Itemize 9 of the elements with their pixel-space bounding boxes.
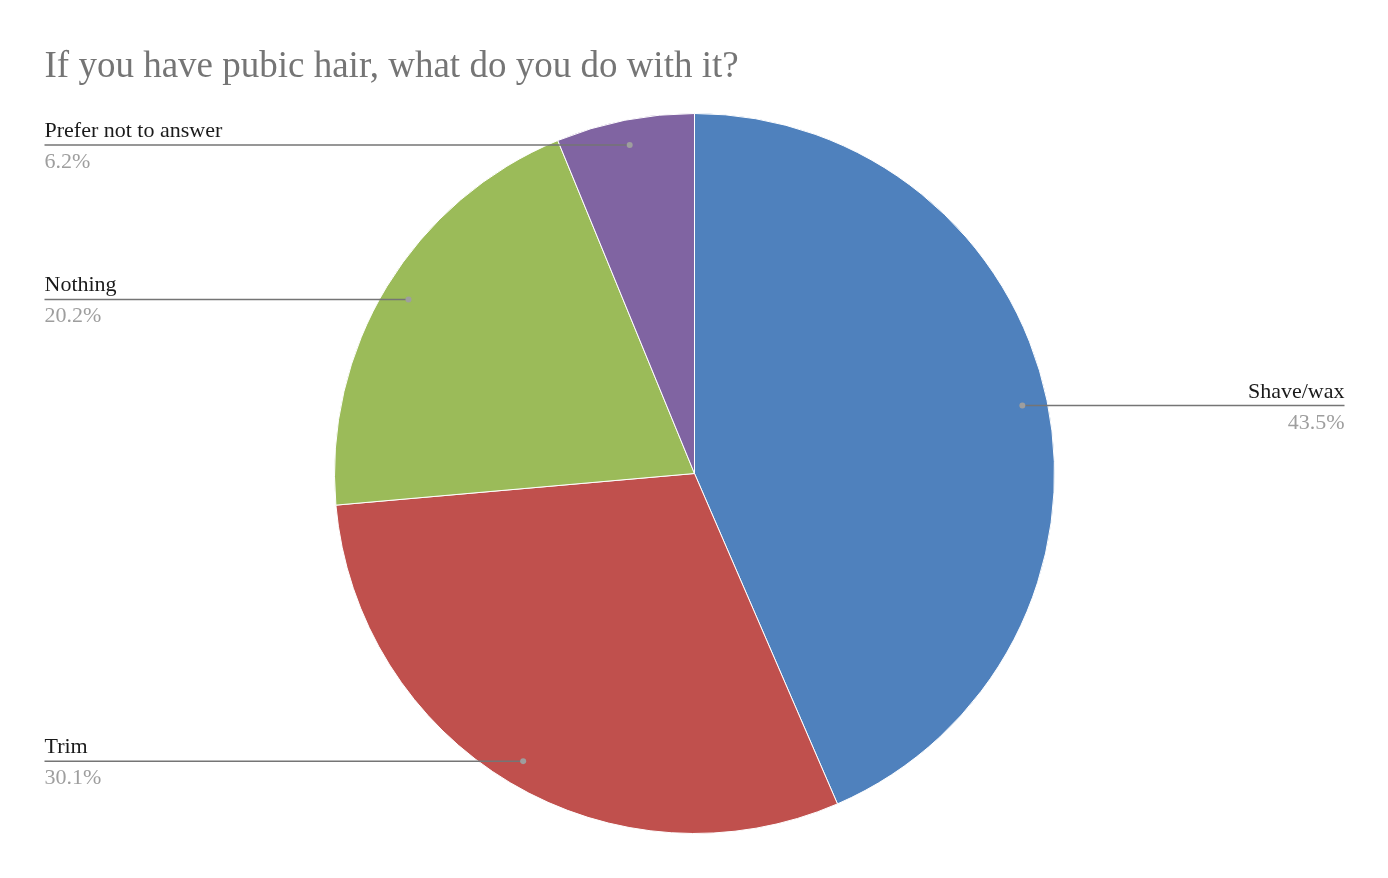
data-label: 20.2%: [44, 302, 102, 328]
data-label: 30.1%: [44, 764, 102, 790]
slice-label: Nothing: [44, 271, 117, 297]
data-label: 6.2%: [44, 148, 91, 174]
chart-title: If you have pubic hair, what do you do with it?: [44, 44, 739, 85]
slice-label: Trim: [44, 733, 88, 759]
slice-label: Prefer not to answer: [44, 117, 223, 143]
slice-label: Shave/wax: [1247, 377, 1345, 403]
data-label: 43.5%: [1287, 408, 1345, 434]
